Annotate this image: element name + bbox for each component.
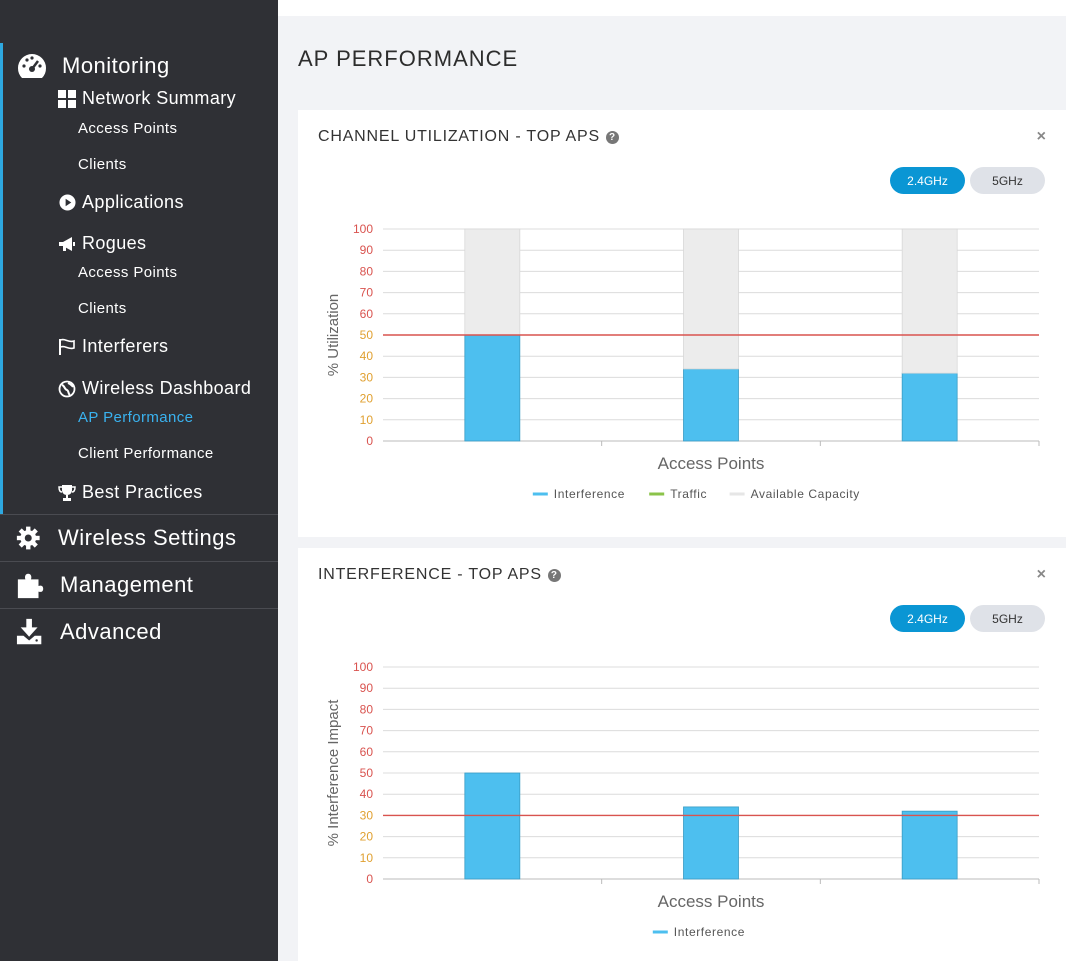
nav-ns-clients[interactable]: Clients bbox=[78, 156, 127, 173]
card-title: INTERFERENCE - TOP APS ? bbox=[318, 566, 561, 584]
band-5ghz-button[interactable]: 5GHz bbox=[970, 605, 1045, 632]
bar-available-capacity bbox=[901, 228, 958, 374]
play-circle-icon bbox=[58, 194, 76, 212]
close-icon[interactable]: × bbox=[1036, 566, 1046, 583]
help-icon[interactable]: ? bbox=[547, 568, 561, 582]
bar-available-capacity bbox=[464, 228, 521, 336]
y-tick-label: 100 bbox=[353, 222, 373, 236]
band-2-4ghz-button[interactable]: 2.4GHz bbox=[890, 605, 965, 632]
nav-network-summary[interactable]: Network Summary bbox=[58, 88, 236, 109]
bar-interference bbox=[683, 806, 739, 880]
card-title-text: CHANNEL UTILIZATION - TOP APS bbox=[318, 128, 600, 145]
bar-interference bbox=[901, 372, 958, 442]
y-tick-label: 20 bbox=[360, 830, 374, 844]
card-title-text: INTERFERENCE - TOP APS bbox=[318, 566, 542, 583]
nav-wireless-dashboard[interactable]: Wireless Dashboard bbox=[58, 378, 251, 399]
grid-icon bbox=[58, 89, 76, 108]
y-tick-label: 60 bbox=[360, 745, 374, 759]
flag-icon bbox=[58, 338, 76, 356]
y-tick-label: 50 bbox=[360, 766, 374, 780]
x-axis-label: Access Points bbox=[658, 892, 765, 911]
y-tick-label: 100 bbox=[353, 660, 373, 674]
interference-card: INTERFERENCE - TOP APS ? × 2.4GHz 5GHz 0… bbox=[298, 548, 1066, 961]
y-tick-label: 80 bbox=[360, 264, 374, 278]
y-tick-label: 0 bbox=[366, 872, 373, 886]
interference-chart: 0 10 20 30 40 50 60 70 80 90 100 % Interference Imp… bbox=[325, 660, 1040, 939]
nav-best-practices[interactable]: Best Practices bbox=[58, 482, 203, 503]
y-tick-label: 40 bbox=[360, 349, 374, 363]
legend-item: Traffic bbox=[670, 487, 707, 501]
nav-advanced-label: Advanced bbox=[60, 619, 162, 644]
y-axis-label: % Utilization bbox=[325, 294, 342, 377]
puzzle-icon bbox=[17, 573, 44, 599]
channel-utilization-card: CHANNEL UTILIZATION - TOP APS ? × 2.4GHz… bbox=[298, 110, 1066, 537]
y-tick-label: 50 bbox=[360, 328, 374, 342]
band-5ghz-button[interactable]: 5GHz bbox=[970, 167, 1045, 194]
bar-interference bbox=[683, 368, 739, 442]
nav-rogues-clients[interactable]: Clients bbox=[78, 300, 127, 317]
trophy-icon bbox=[58, 484, 76, 502]
y-tick-label: 90 bbox=[360, 243, 374, 257]
y-tick-label: 60 bbox=[360, 307, 374, 321]
nav-management-label: Management bbox=[60, 572, 194, 597]
nav-network-summary-label: Network Summary bbox=[82, 88, 237, 108]
nav-wireless-settings-label: Wireless Settings bbox=[58, 525, 237, 550]
close-icon[interactable]: × bbox=[1036, 128, 1046, 145]
nav-wireless-settings[interactable]: Wireless Settings bbox=[16, 524, 236, 552]
help-icon[interactable]: ? bbox=[605, 130, 619, 144]
nav-interferers[interactable]: Interferers bbox=[58, 336, 168, 357]
y-tick-label: 30 bbox=[360, 370, 374, 384]
y-tick-label: 70 bbox=[360, 286, 374, 300]
nav-client-performance[interactable]: Client Performance bbox=[78, 445, 214, 462]
nav-rogues-access-points[interactable]: Access Points bbox=[78, 264, 178, 281]
legend-item: Interference bbox=[674, 925, 745, 939]
sidebar: Monitoring Network Summary Access Points… bbox=[0, 0, 278, 961]
megaphone-icon bbox=[58, 235, 76, 253]
x-axis-label: Access Points bbox=[658, 454, 765, 473]
page-title: AP PERFORMANCE bbox=[298, 46, 519, 71]
nav-rogues-label: Rogues bbox=[82, 233, 147, 253]
y-tick-label: 10 bbox=[360, 413, 374, 427]
nav-monitoring-label: Monitoring bbox=[62, 53, 170, 78]
sidebar-active-accent bbox=[0, 43, 3, 514]
nav-wireless-dashboard-label: Wireless Dashboard bbox=[82, 378, 252, 398]
nav-advanced[interactable]: Advanced bbox=[16, 618, 162, 646]
nav-monitoring[interactable]: Monitoring bbox=[16, 52, 170, 80]
y-tick-label: 0 bbox=[366, 434, 373, 448]
nav-applications[interactable]: Applications bbox=[58, 192, 184, 213]
y-tick-label: 30 bbox=[360, 808, 374, 822]
bar-available-capacity bbox=[683, 228, 739, 370]
y-tick-label: 90 bbox=[360, 681, 374, 695]
channel-utilization-chart: 0 10 20 30 40 50 60 70 80 90 100 % Utilization Acces… bbox=[325, 222, 1040, 501]
y-tick-label: 20 bbox=[360, 392, 374, 406]
y-tick-label: 80 bbox=[360, 702, 374, 716]
band-2-4ghz-button[interactable]: 2.4GHz bbox=[890, 167, 965, 194]
y-tick-label: 10 bbox=[360, 851, 374, 865]
sidebar-divider bbox=[0, 608, 278, 609]
download-icon bbox=[16, 618, 42, 645]
sidebar-divider bbox=[0, 514, 278, 515]
nav-applications-label: Applications bbox=[82, 192, 184, 212]
gear-icon bbox=[16, 526, 40, 550]
dashboard-gauge-icon bbox=[17, 54, 47, 78]
y-tick-label: 40 bbox=[360, 787, 374, 801]
bar-interference bbox=[464, 772, 521, 880]
bar-interference bbox=[464, 334, 521, 442]
nav-best-practices-label: Best Practices bbox=[82, 482, 203, 502]
y-tick-label: 70 bbox=[360, 724, 374, 738]
nav-management[interactable]: Management bbox=[16, 571, 193, 599]
nav-rogues[interactable]: Rogues bbox=[58, 233, 146, 254]
globe-icon bbox=[58, 380, 76, 398]
sidebar-divider bbox=[0, 561, 278, 562]
top-strip bbox=[278, 0, 1066, 16]
nav-ap-performance[interactable]: AP Performance bbox=[78, 409, 194, 426]
legend-item: Available Capacity bbox=[751, 487, 860, 501]
legend-item: Interference bbox=[554, 487, 625, 501]
y-axis-label: % Interference Impact bbox=[325, 699, 342, 847]
card-title: CHANNEL UTILIZATION - TOP APS ? bbox=[318, 128, 619, 146]
nav-ns-access-points[interactable]: Access Points bbox=[78, 120, 178, 137]
bar-interference bbox=[901, 810, 958, 880]
nav-interferers-label: Interferers bbox=[82, 336, 169, 356]
